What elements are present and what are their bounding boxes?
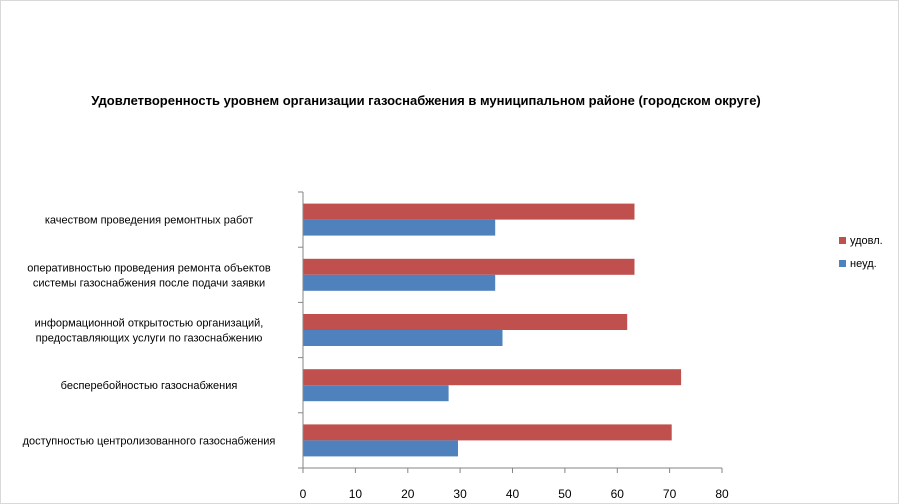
bar-udovl-3 — [303, 369, 682, 386]
category-label-3-0: бесперебойностью газоснабжения — [61, 380, 238, 392]
category-label-2-1: предоставляющих услуги по газоснабжению — [36, 333, 263, 345]
bar-udovl-4 — [303, 424, 672, 441]
bar-udovl-2 — [303, 314, 628, 330]
legend: удовл. неуд. — [839, 235, 883, 270]
legend-swatch-1 — [839, 260, 846, 267]
bar-neud-3 — [303, 385, 449, 402]
bar-neud-4 — [303, 440, 458, 457]
chart-title: Удовлетворенность уровнем организации га… — [91, 93, 761, 108]
legend-swatch-0 — [839, 237, 846, 244]
x-tick-label-5: 50 — [558, 487, 572, 501]
category-label-1-0: оперативностью проведения ремонта объект… — [27, 262, 271, 274]
x-tick-label-6: 60 — [611, 487, 625, 501]
bar-udovl-0 — [303, 203, 635, 220]
x-tick-label-2: 20 — [401, 487, 415, 501]
category-label-4-0: доступностью центролизованного газоснабж… — [23, 435, 276, 447]
bar-neud-1 — [303, 274, 496, 291]
category-label-0-0: качеством проведения ремонтных работ — [45, 215, 253, 227]
bar-udovl-1 — [303, 258, 635, 275]
bar-neud-0 — [303, 219, 496, 236]
bar-neud-2 — [303, 330, 503, 346]
x-tick-label-7: 70 — [663, 487, 677, 501]
legend-label-1: неуд. — [850, 258, 877, 270]
x-tick-label-8: 80 — [715, 487, 729, 501]
x-tick-label-4: 40 — [506, 487, 520, 501]
category-label-1-1: системы газоснабжения после подачи заявк… — [33, 277, 265, 289]
x-tick-label-1: 10 — [349, 487, 363, 501]
legend-label-0: удовл. — [850, 235, 883, 247]
plot-area: качеством проведения ремонтных работ опер… — [23, 191, 729, 501]
category-label-2-0: информационной открытостью организаций, — [35, 318, 264, 330]
x-tick-label-0: 0 — [300, 487, 307, 501]
x-tick-label-3: 30 — [453, 487, 467, 501]
